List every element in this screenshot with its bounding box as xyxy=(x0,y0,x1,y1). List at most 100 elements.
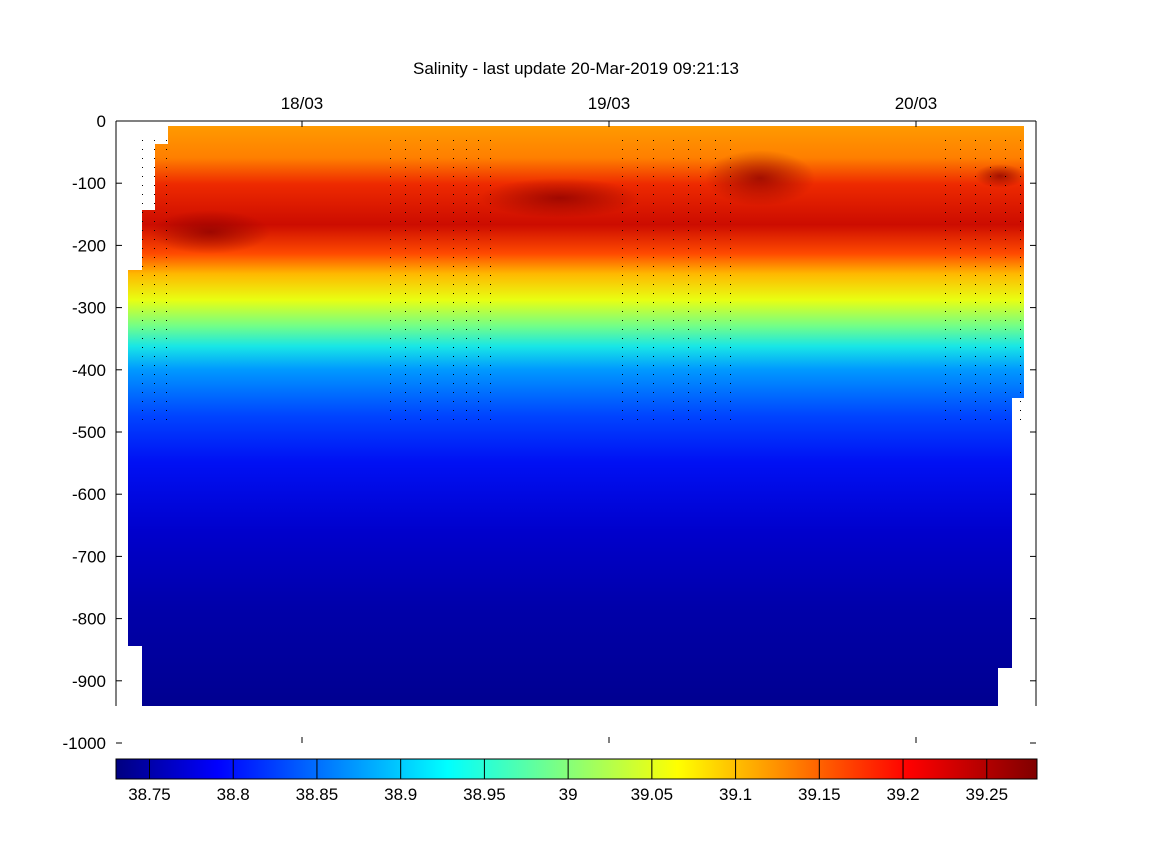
y-tick-label: -600 xyxy=(72,485,106,504)
sample-dot xyxy=(1020,230,1021,231)
y-tick-label: -200 xyxy=(72,236,106,255)
sample-dot xyxy=(715,176,716,177)
sample-dot xyxy=(637,401,638,402)
sample-dot xyxy=(715,311,716,312)
sample-dot xyxy=(466,392,467,393)
sample-dot xyxy=(730,230,731,231)
sample-dot xyxy=(1020,275,1021,276)
sample-dot xyxy=(975,275,976,276)
sample-dot xyxy=(478,149,479,150)
sample-dot xyxy=(466,383,467,384)
sample-dot xyxy=(1005,302,1006,303)
colorbar-tick-label: 38.95 xyxy=(463,785,506,804)
sample-dot xyxy=(478,329,479,330)
sample-dot xyxy=(945,221,946,222)
sample-dot xyxy=(688,383,689,384)
sample-dot xyxy=(637,140,638,141)
sample-dot xyxy=(990,284,991,285)
sample-dot xyxy=(990,239,991,240)
sample-dot xyxy=(453,374,454,375)
sample-dot xyxy=(405,311,406,312)
sample-dot xyxy=(960,212,961,213)
sample-dot xyxy=(715,338,716,339)
sample-dot xyxy=(637,149,638,150)
sample-dot xyxy=(700,167,701,168)
sample-dot xyxy=(453,185,454,186)
sample-dot xyxy=(478,212,479,213)
sample-dot xyxy=(405,230,406,231)
sample-dot xyxy=(437,392,438,393)
sample-dot xyxy=(405,356,406,357)
dark-patch xyxy=(150,210,270,254)
sample-dot xyxy=(490,257,491,258)
sample-dot xyxy=(453,194,454,195)
colorbar xyxy=(115,758,1038,780)
sample-dot xyxy=(1020,410,1021,411)
sample-dot xyxy=(453,149,454,150)
colorbar-tick-label: 38.9 xyxy=(384,785,417,804)
sample-dot xyxy=(700,410,701,411)
sample-dot xyxy=(420,401,421,402)
sample-dot xyxy=(975,392,976,393)
sample-dot xyxy=(1005,167,1006,168)
sample-dot xyxy=(975,311,976,312)
sample-dot xyxy=(688,266,689,267)
sample-dot xyxy=(688,329,689,330)
colorbar-tick-label: 38.75 xyxy=(128,785,171,804)
sample-dot xyxy=(390,401,391,402)
sample-dot xyxy=(1020,176,1021,177)
sample-dot xyxy=(730,212,731,213)
sample-dot xyxy=(700,221,701,222)
sample-dot xyxy=(1020,302,1021,303)
sample-dot xyxy=(166,140,167,141)
sample-dot xyxy=(637,230,638,231)
sample-dot xyxy=(975,383,976,384)
sample-dot xyxy=(478,176,479,177)
sample-dot xyxy=(420,275,421,276)
sample-dot xyxy=(142,176,143,177)
sample-dot xyxy=(637,302,638,303)
sample-dot xyxy=(437,347,438,348)
sample-dot xyxy=(405,401,406,402)
sample-dot xyxy=(653,158,654,159)
sample-dot xyxy=(1005,248,1006,249)
sample-dot xyxy=(637,383,638,384)
sample-dot xyxy=(945,392,946,393)
sample-dot xyxy=(466,329,467,330)
sample-dot xyxy=(142,383,143,384)
sample-dot xyxy=(673,158,674,159)
sample-dot xyxy=(622,401,623,402)
sample-dot xyxy=(1020,212,1021,213)
sample-dot xyxy=(730,338,731,339)
sample-dot xyxy=(945,284,946,285)
sample-dot xyxy=(390,212,391,213)
sample-dot xyxy=(715,167,716,168)
sample-dot xyxy=(653,293,654,294)
sample-dot xyxy=(730,293,731,294)
sample-dot xyxy=(390,140,391,141)
sample-dot xyxy=(478,347,479,348)
sample-dot xyxy=(960,239,961,240)
sample-dot xyxy=(975,401,976,402)
sample-dot xyxy=(1020,383,1021,384)
sample-dot xyxy=(437,401,438,402)
sample-dot xyxy=(975,149,976,150)
sample-dot xyxy=(466,275,467,276)
sample-dot xyxy=(154,383,155,384)
colorbar-tick-label: 38.85 xyxy=(296,785,339,804)
sample-dot xyxy=(622,239,623,240)
sample-dot xyxy=(975,158,976,159)
sample-dot xyxy=(653,338,654,339)
sample-dot xyxy=(466,365,467,366)
sample-dot xyxy=(142,356,143,357)
sample-dot xyxy=(466,140,467,141)
sample-dot xyxy=(490,302,491,303)
sample-dot xyxy=(637,365,638,366)
sample-dot xyxy=(453,365,454,366)
sample-dot xyxy=(1005,392,1006,393)
sample-dot xyxy=(154,140,155,141)
sample-dot xyxy=(405,140,406,141)
y-tick-label: 0 xyxy=(97,112,106,131)
sample-dot xyxy=(437,266,438,267)
sample-dot xyxy=(653,302,654,303)
